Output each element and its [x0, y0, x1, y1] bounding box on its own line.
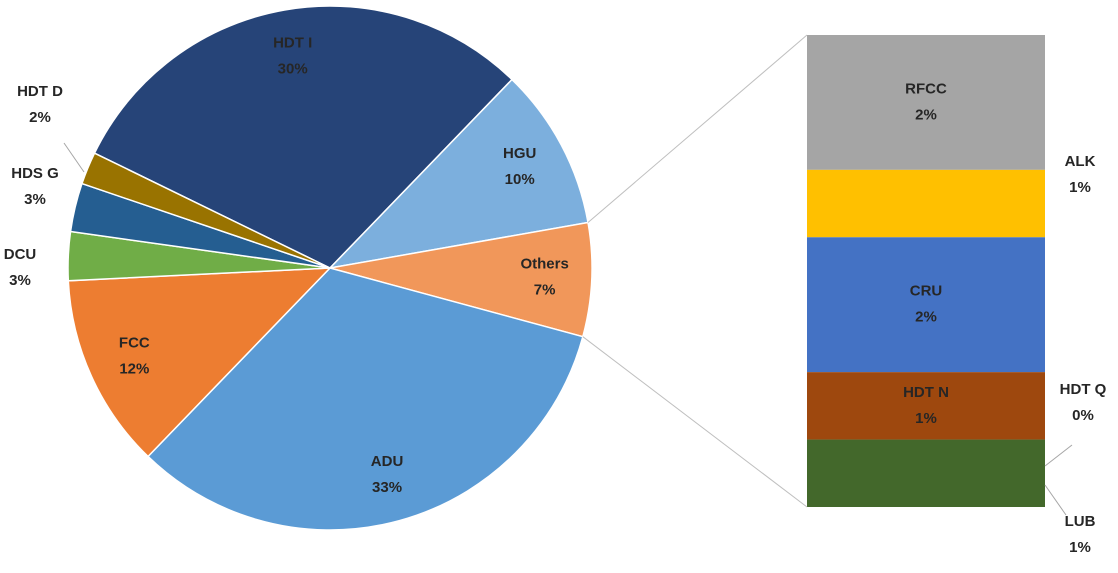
data-label-value: 1% [915, 410, 937, 427]
data-label-name: HDT N [903, 384, 949, 401]
pie-slice [67, 267, 332, 458]
pie-slice [329, 221, 593, 338]
data-label-value: 10% [505, 171, 535, 188]
leader-line [1044, 444, 1073, 467]
data-label-value: 12% [119, 361, 149, 378]
pie-slice [81, 152, 331, 269]
bar-segment [807, 372, 1045, 440]
data-label-value: 3% [9, 272, 31, 289]
data-label-name: HDT D [17, 83, 63, 100]
data-label-name: HDT I [273, 34, 312, 51]
data-label-value: 1% [1069, 179, 1091, 196]
bar-segment [807, 169, 1045, 238]
bar-segment [807, 439, 1045, 507]
pie-slice [327, 78, 589, 270]
data-label-value: 33% [372, 479, 402, 496]
data-label-name: Others [520, 256, 568, 273]
data-label-value: 2% [915, 309, 937, 326]
connector-line [582, 336, 808, 508]
leader-line [63, 142, 85, 173]
data-label-name: RFCC [905, 80, 947, 97]
data-label-name: CRU [910, 283, 943, 300]
data-label-value: 2% [915, 106, 937, 123]
data-label-value: 30% [278, 60, 308, 77]
data-label-value: 7% [534, 282, 556, 299]
data-label-name: HGU [503, 145, 536, 162]
data-label-name: FCC [119, 335, 150, 352]
data-label-name: LUB [1065, 513, 1096, 530]
leader-line [1044, 484, 1067, 516]
data-label-value: 0% [1072, 407, 1094, 424]
data-label-value: 1% [1069, 539, 1091, 556]
data-label-name: HDT Q [1060, 381, 1107, 398]
bar-segment [807, 237, 1045, 373]
bar-segment [807, 35, 1045, 170]
connector-line [587, 34, 808, 223]
data-label-value: 3% [24, 191, 46, 208]
data-label-name: DCU [4, 246, 37, 263]
pie-slice [93, 5, 514, 269]
data-label-value: 2% [29, 109, 51, 126]
data-label-name: ALK [1065, 153, 1096, 170]
data-label-name: HDS G [11, 165, 59, 182]
pie-slice [146, 267, 584, 531]
data-label-name: ADU [371, 453, 404, 470]
